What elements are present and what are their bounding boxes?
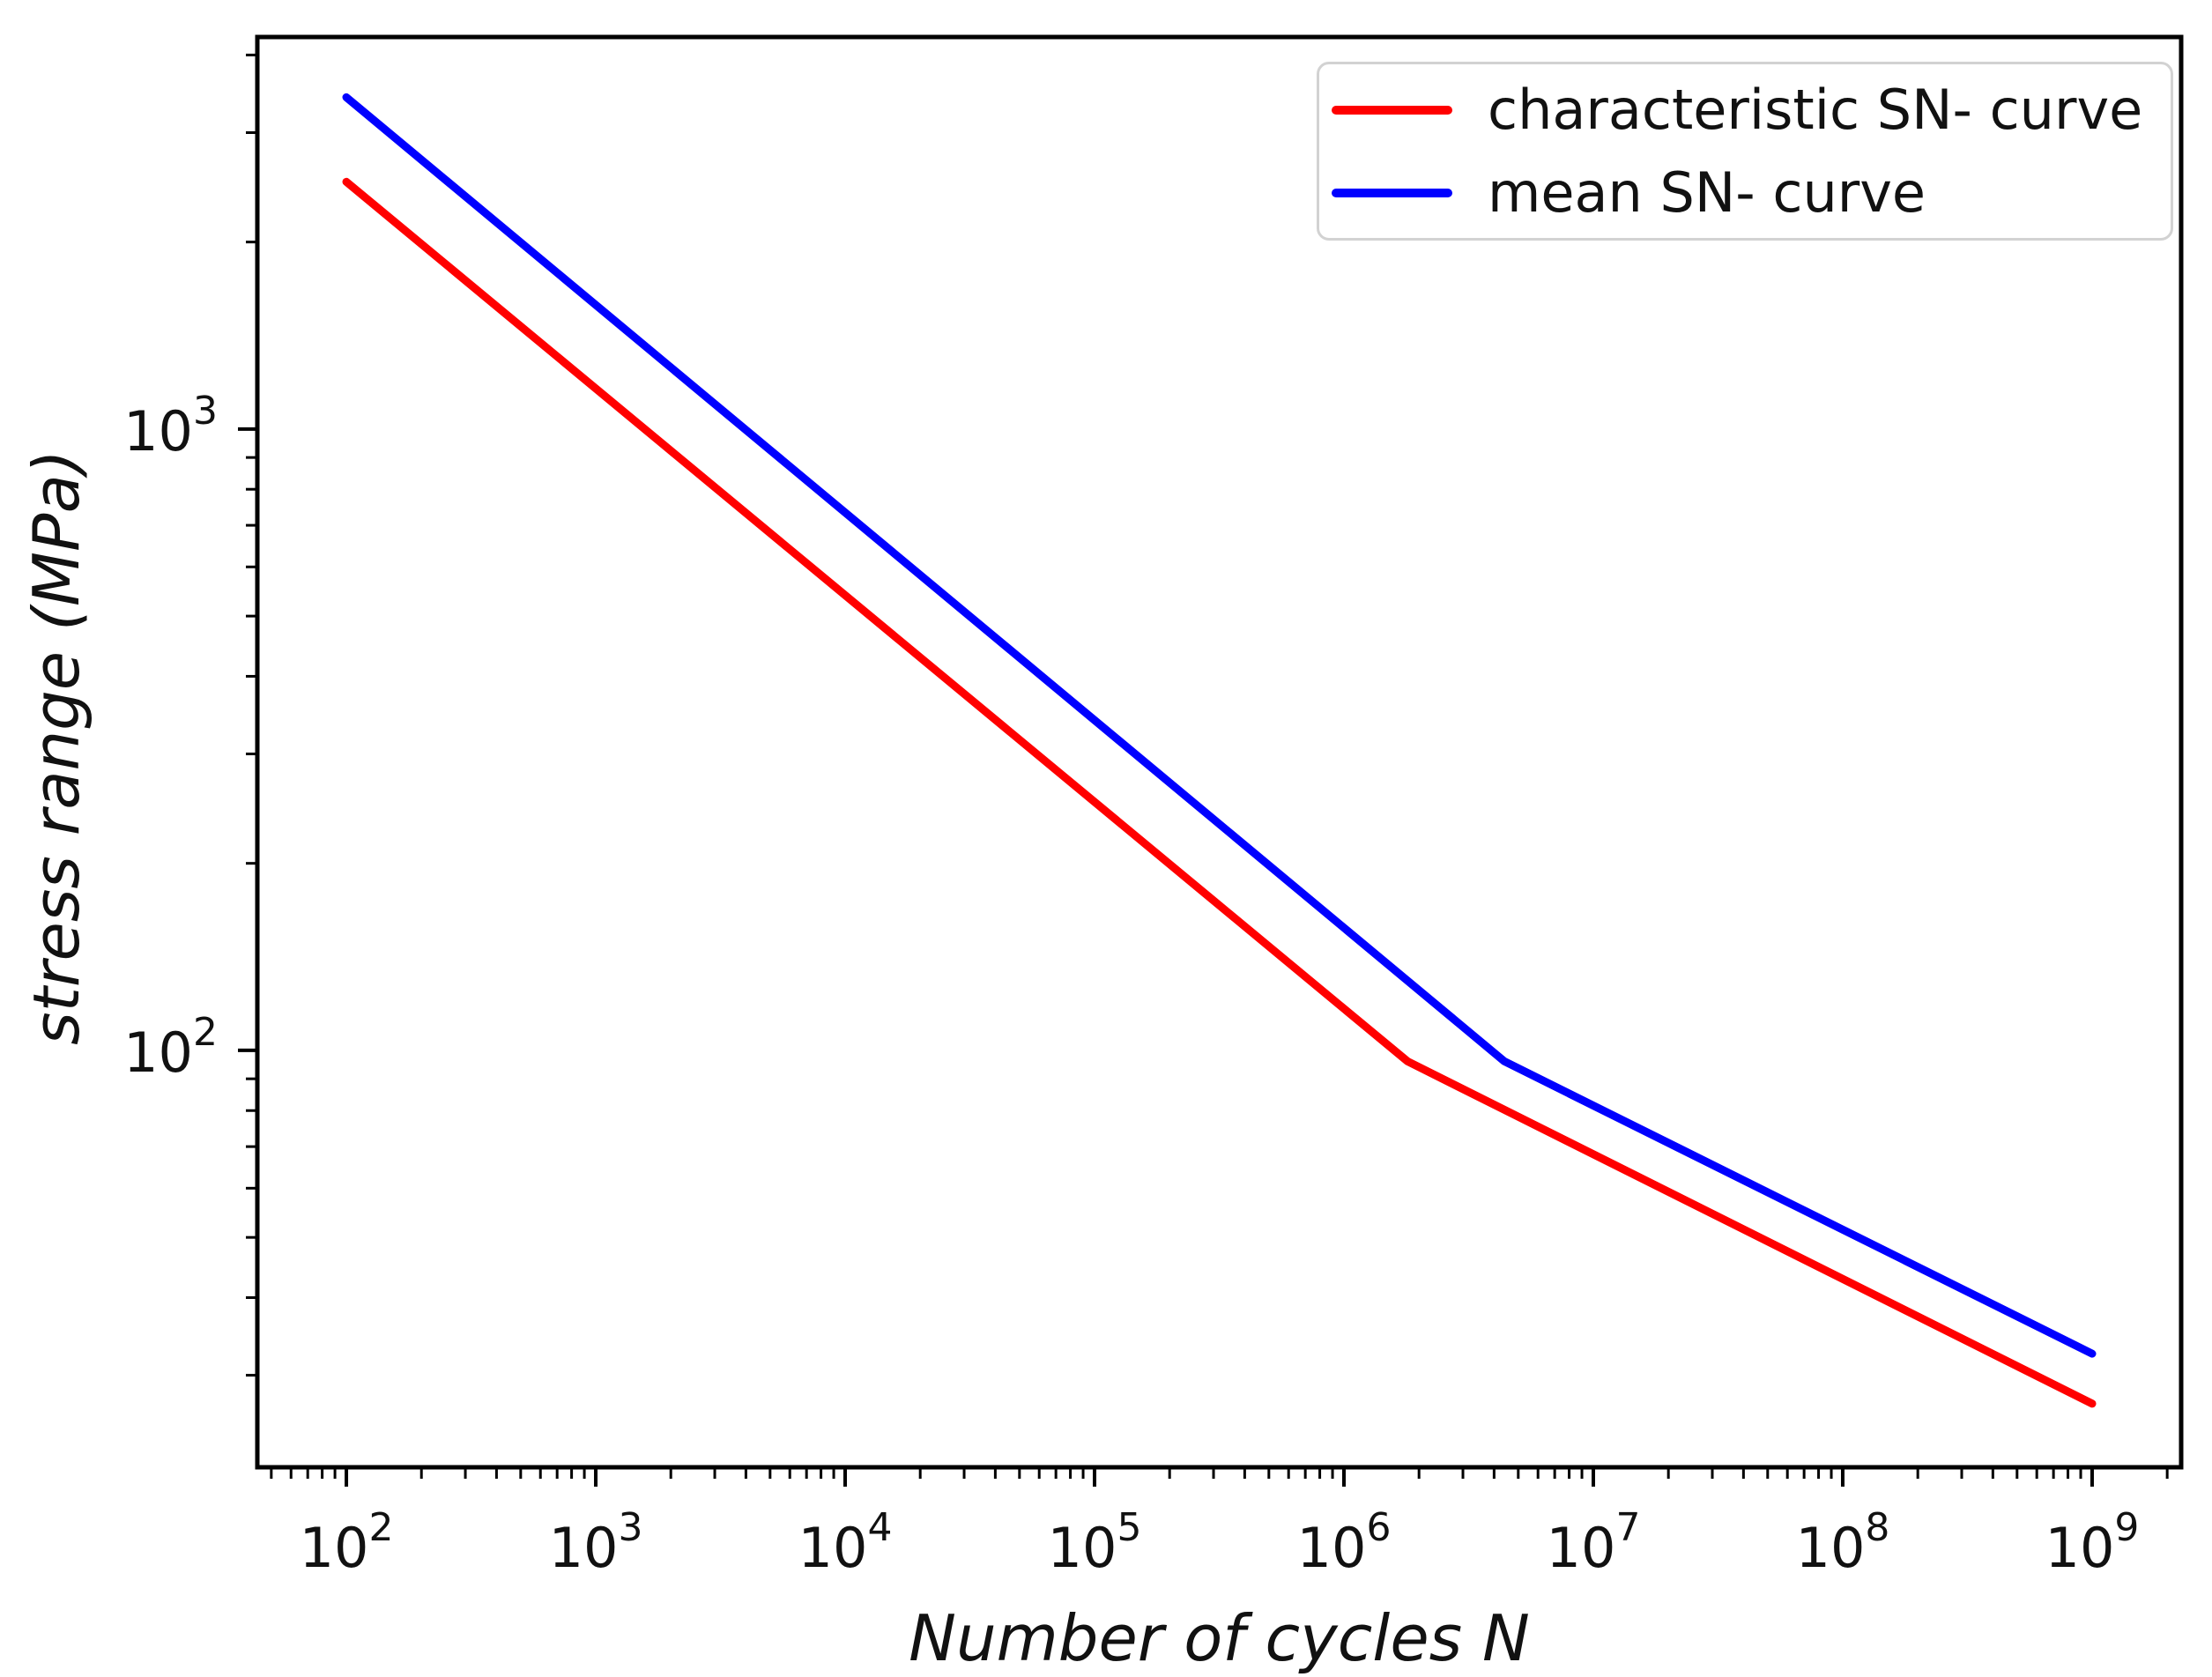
legend-entry-mean: mean SN- curve bbox=[1332, 160, 2171, 225]
series-line-characteristic bbox=[342, 177, 2097, 1408]
x-tick-label: 109 bbox=[2045, 1505, 2140, 1580]
legend-line-sample-characteristic bbox=[1332, 105, 1452, 115]
y-tick-label: 102 bbox=[123, 1010, 218, 1085]
x-tick-label: 102 bbox=[300, 1505, 394, 1580]
legend-label-characteristic: characteristic SN- curve bbox=[1488, 77, 2143, 142]
x-tick-label: 108 bbox=[1796, 1505, 1890, 1580]
x-tick-label: 104 bbox=[798, 1505, 893, 1580]
series-lines bbox=[342, 93, 2097, 1408]
y-axis-label: stress range (MPa) bbox=[19, 449, 93, 1045]
axis-tick-labels: 102 103 104 105 106 107 108 109 103 102 bbox=[123, 389, 2139, 1580]
x-tick-label: 106 bbox=[1297, 1505, 1392, 1580]
axis-ticks bbox=[238, 53, 2169, 1487]
x-tick-label: 105 bbox=[1048, 1505, 1142, 1580]
legend-entry-characteristic: characteristic SN- curve bbox=[1332, 77, 2171, 142]
legend: characteristic SN- curve mean SN- curve bbox=[1317, 62, 2173, 241]
series-line-mean bbox=[342, 93, 2097, 1358]
y-tick-label: 103 bbox=[123, 389, 218, 464]
legend-line-sample-mean bbox=[1332, 188, 1452, 197]
legend-label-mean: mean SN- curve bbox=[1488, 160, 1926, 225]
x-tick-label: 107 bbox=[1547, 1505, 1641, 1580]
x-tick-label: 103 bbox=[549, 1505, 643, 1580]
x-axis-label: Number of cycles N bbox=[909, 1601, 1530, 1675]
plot-border bbox=[255, 34, 2184, 1470]
